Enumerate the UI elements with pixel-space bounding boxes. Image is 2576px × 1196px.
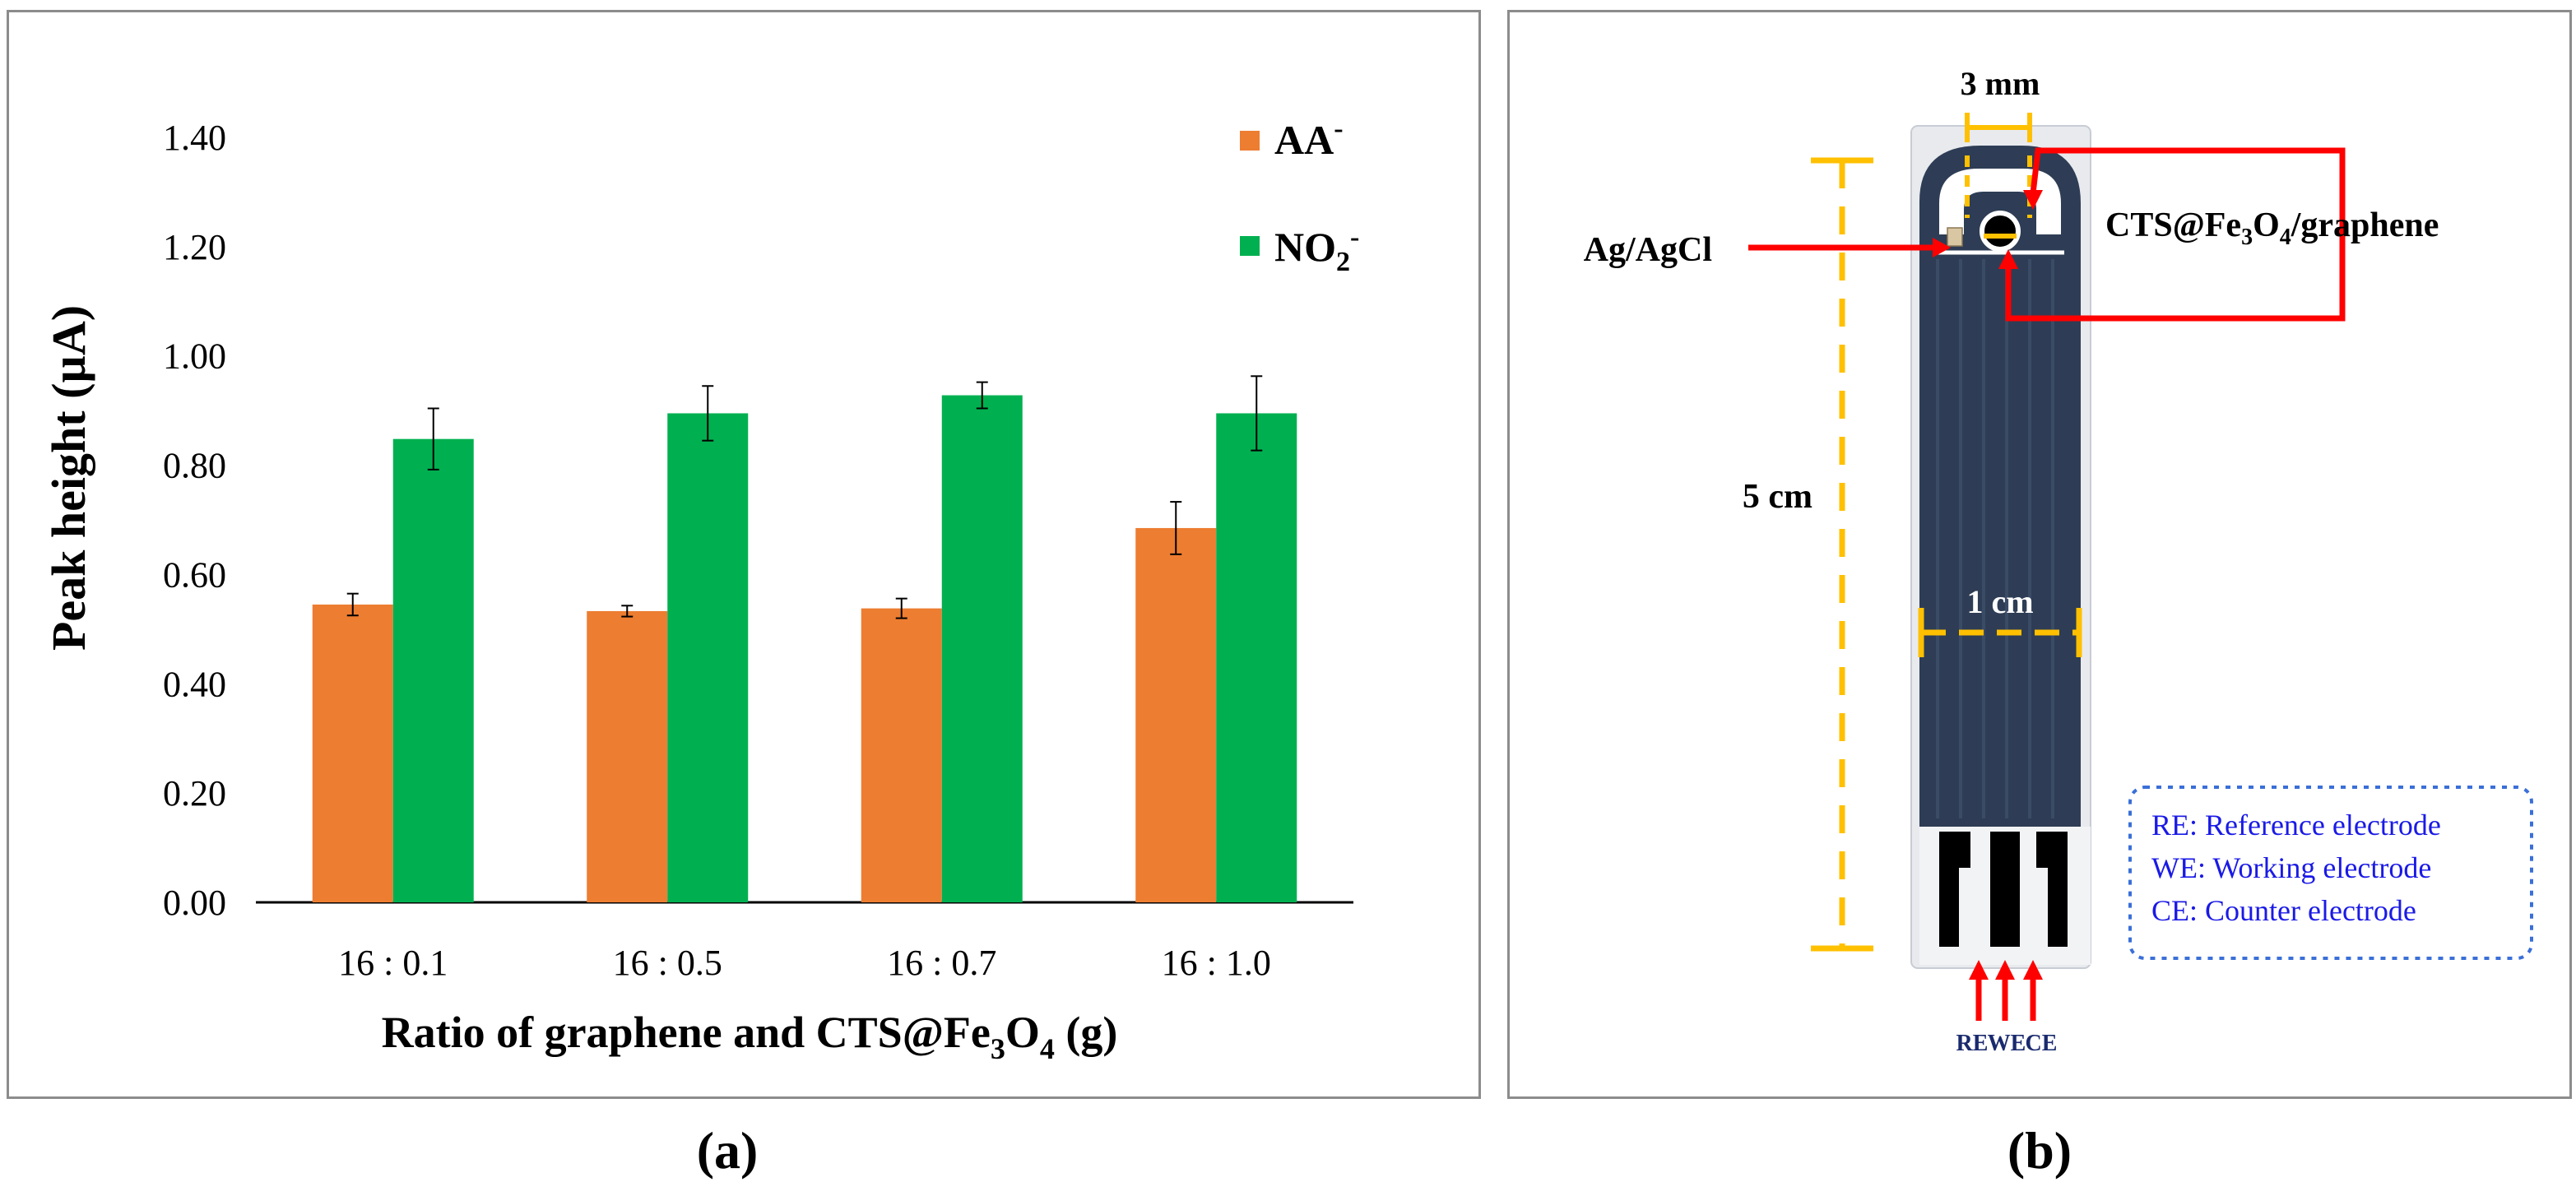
reference-electrode [1947,227,1963,247]
dimension-width [1918,608,2082,657]
legend-swatch-no2 [1240,236,1260,256]
x-tick-label: 16 : 1.0 [1162,943,1271,983]
y-tick-labels: 0.00 0.20 0.40 0.60 0.80 1.00 1.20 1.40 [163,118,226,923]
pin-ce-trace [2036,832,2068,947]
pin-label-ce: CE [2026,1031,2058,1056]
chart-panel: 0.00 0.20 0.40 0.60 0.80 1.00 1.20 1.40 16 : 0.… [7,10,1481,1099]
y-tick-label: 1.40 [163,118,226,158]
y-tick-label: 0.20 [163,773,226,814]
electrode-panel: 5 cm 1 cm 3 mm [1507,10,2572,1099]
legend-swatch-aa [1240,131,1260,151]
y-tick-label: 1.00 [163,336,226,377]
y-tick-label: 0.60 [163,554,226,595]
electrode-diagram: 5 cm 1 cm 3 mm [1584,65,2533,1056]
dim-width-label: 1 cm [1966,583,2033,620]
pin-re-trace [1939,832,1970,947]
x-tick-labels: 16 : 0.1 16 : 0.5 16 : 0.7 16 : 1.0 [338,943,1271,983]
bar-aa-3 [861,608,942,902]
legend-label-aa: AA- [1274,114,1344,163]
bar-aa-4 [1135,527,1217,902]
x-axis-label: Ratio of graphene and CTS@Fe3O4 (g) [382,1008,1118,1065]
panel-a-caption: (a) [696,1121,759,1180]
y-tick-label: 0.00 [163,883,226,923]
x-tick-label: 16 : 0.7 [887,943,996,983]
bar-no2-3 [941,395,1023,902]
y-tick-label: 1.20 [163,227,226,267]
strip-texture [1936,259,2054,818]
bar-no2-1 [392,438,474,902]
y-tick-label: 0.80 [163,446,226,486]
bar-no2-4 [1216,413,1297,902]
legend: AA- NO2- [1240,114,1359,277]
label-ag-agcl: Ag/AgCl [1584,231,1712,269]
legend-line-ce: CE: Counter electrode [2151,894,2416,927]
electrode-legend-box [2128,786,2533,960]
legend-label-no2: NO2- [1274,222,1359,277]
pin-label-we: WE [1988,1031,2026,1056]
x-tick-label: 16 : 0.5 [613,943,722,983]
pin-label-re: RE [1956,1031,1989,1056]
bar-no2-2 [667,413,749,902]
legend-line-re: RE: Reference electrode [2151,809,2441,841]
legend-line-we: WE: Working electrode [2151,851,2431,884]
bar-chart: 0.00 0.20 0.40 0.60 0.80 1.00 1.20 1.40 16 : 0.… [42,114,1359,1065]
bar-aa-1 [312,604,393,902]
dim-length-label: 5 cm [1743,478,1812,516]
dim-3mm-label: 3 mm [1961,65,2040,102]
panel-b-caption: (b) [2007,1121,2072,1180]
arrow-heads [1933,190,2043,980]
pin-we-trace [1990,832,2020,947]
working-electrode [1980,211,2021,252]
y-tick-label: 0.40 [163,664,226,704]
dimension-3mm [1965,113,2032,239]
bars [312,375,1297,902]
y-axis-label: Peak height (µA) [42,305,95,651]
dimension-length [1811,157,1873,952]
label-working-electrode-material: CTS@Fe3O4/graphene [2105,206,2439,250]
bar-aa-2 [587,610,668,902]
x-tick-label: 16 : 0.1 [338,943,448,983]
